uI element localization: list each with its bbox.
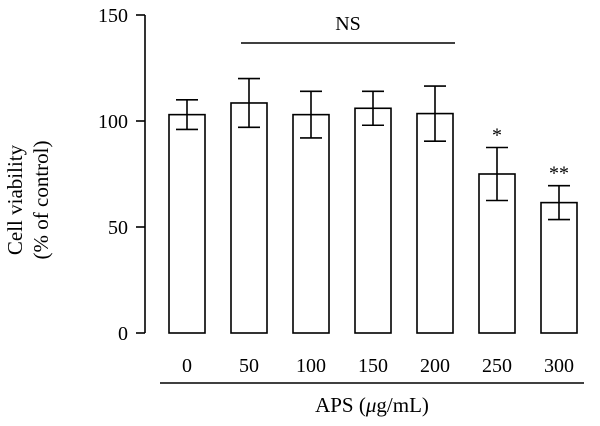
bar-0 bbox=[168, 113, 206, 334]
y-tick-label-150: 150 bbox=[98, 5, 128, 27]
x-tick-label-300: 300 bbox=[544, 355, 574, 377]
bars-layer bbox=[168, 77, 578, 334]
x-tick-label-200: 200 bbox=[420, 355, 450, 377]
y-axis-label-line1: Cell viability bbox=[3, 144, 27, 255]
x-tick-label-100: 100 bbox=[296, 355, 326, 377]
error-bar-200 bbox=[424, 85, 446, 142]
error-bar-300 bbox=[548, 184, 570, 221]
x-tick-label-0: 0 bbox=[182, 355, 192, 377]
y-tick-label-100: 100 bbox=[98, 111, 128, 133]
x-axis-label-prefix: APS ( bbox=[315, 393, 366, 417]
x-axis-label-suffix: g/mL) bbox=[376, 393, 429, 417]
bar-100 bbox=[292, 113, 330, 334]
ns-bracket-label: NS bbox=[335, 13, 361, 35]
significance-mark-250: * bbox=[492, 125, 502, 147]
error-bar-250 bbox=[486, 146, 508, 202]
x-tick-label-250: 250 bbox=[482, 355, 512, 377]
x-tick-label-150: 150 bbox=[358, 355, 388, 377]
bar-150 bbox=[354, 107, 392, 334]
error-bar-150 bbox=[362, 90, 384, 127]
x-axis-label: APS (μg/mL) bbox=[315, 393, 429, 417]
error-bar-0 bbox=[176, 99, 198, 131]
x-tick-label-50: 50 bbox=[239, 355, 259, 377]
bar-200 bbox=[416, 112, 454, 334]
axes-layer: 0 50 100 150 0 50 100 150 200 250 300 bbox=[98, 5, 584, 384]
error-bar-50 bbox=[238, 77, 260, 129]
x-axis-label-mu: μ bbox=[365, 393, 377, 417]
y-tick-label-0: 0 bbox=[118, 323, 128, 345]
y-axis-label-line2: (% of control) bbox=[29, 141, 53, 260]
significance-mark-300: ** bbox=[549, 163, 569, 185]
error-bar-100 bbox=[300, 90, 322, 139]
bar-50 bbox=[230, 102, 268, 334]
annotations-layer: ***NS bbox=[241, 13, 569, 185]
y-tick-label-50: 50 bbox=[108, 217, 128, 239]
bar-300 bbox=[540, 201, 578, 334]
